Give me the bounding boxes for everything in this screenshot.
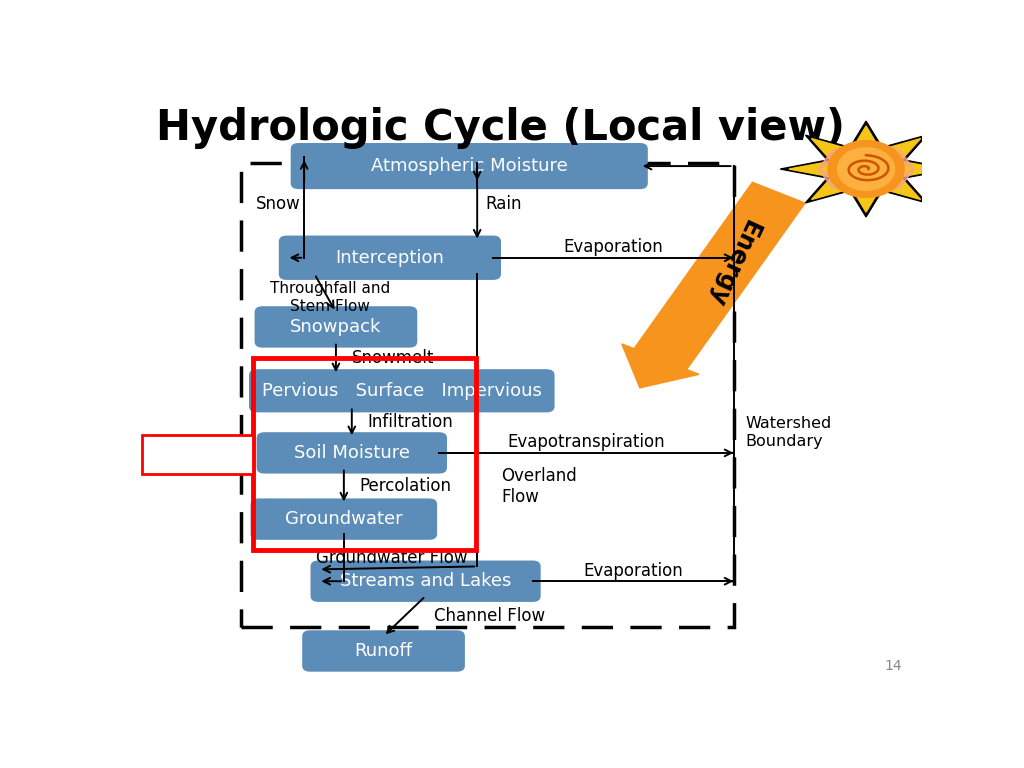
Text: Our focus: Our focus [145, 445, 251, 464]
Text: 14: 14 [884, 659, 902, 673]
Text: Soil Moisture: Soil Moisture [294, 444, 410, 462]
Text: Interception: Interception [336, 249, 444, 266]
Text: Percolation: Percolation [359, 477, 452, 495]
Text: Channel Flow: Channel Flow [433, 607, 545, 625]
Circle shape [838, 147, 895, 190]
FancyBboxPatch shape [302, 631, 465, 672]
Text: Atmospheric Moisture: Atmospheric Moisture [371, 157, 567, 175]
Polygon shape [866, 187, 900, 196]
Text: Snowpack: Snowpack [290, 318, 382, 336]
Text: Throughfall and
Stem Flow: Throughfall and Stem Flow [270, 281, 390, 314]
FancyBboxPatch shape [279, 236, 501, 280]
Text: Snow: Snow [255, 195, 300, 213]
Polygon shape [866, 142, 900, 151]
Text: Groundwater Flow: Groundwater Flow [315, 548, 467, 567]
Polygon shape [833, 142, 866, 151]
Polygon shape [788, 126, 943, 212]
Text: Groundwater: Groundwater [285, 510, 402, 528]
Text: Hydrologic Cycle (Local view): Hydrologic Cycle (Local view) [157, 107, 846, 149]
Bar [242, 163, 733, 627]
Polygon shape [780, 121, 951, 217]
FancyBboxPatch shape [251, 498, 437, 540]
Text: Evaporation: Evaporation [584, 561, 683, 580]
FancyArrow shape [622, 182, 805, 388]
FancyBboxPatch shape [249, 369, 555, 412]
Polygon shape [818, 150, 835, 169]
Polygon shape [833, 187, 866, 196]
FancyBboxPatch shape [142, 435, 253, 474]
Text: Watershed
Boundary: Watershed Boundary [745, 416, 831, 449]
Text: Evaporation: Evaporation [563, 238, 664, 256]
Polygon shape [818, 169, 835, 188]
Text: Infiltration: Infiltration [368, 413, 454, 432]
Polygon shape [898, 169, 913, 188]
Polygon shape [898, 150, 913, 169]
Text: Streams and Lakes: Streams and Lakes [340, 572, 511, 591]
Text: Rain: Rain [485, 195, 521, 213]
Circle shape [828, 141, 904, 197]
Bar [253, 358, 475, 551]
Text: Evapotranspiration: Evapotranspiration [508, 433, 666, 452]
FancyBboxPatch shape [291, 143, 648, 189]
Text: Energy: Energy [701, 216, 763, 310]
Text: Snowmelt: Snowmelt [352, 349, 434, 367]
FancyBboxPatch shape [257, 432, 447, 474]
Text: Pervious   Surface   Impervious: Pervious Surface Impervious [262, 382, 542, 400]
Text: Overland
Flow: Overland Flow [501, 467, 577, 506]
FancyBboxPatch shape [310, 561, 541, 602]
FancyBboxPatch shape [255, 306, 417, 348]
Text: Runoff: Runoff [354, 642, 413, 660]
